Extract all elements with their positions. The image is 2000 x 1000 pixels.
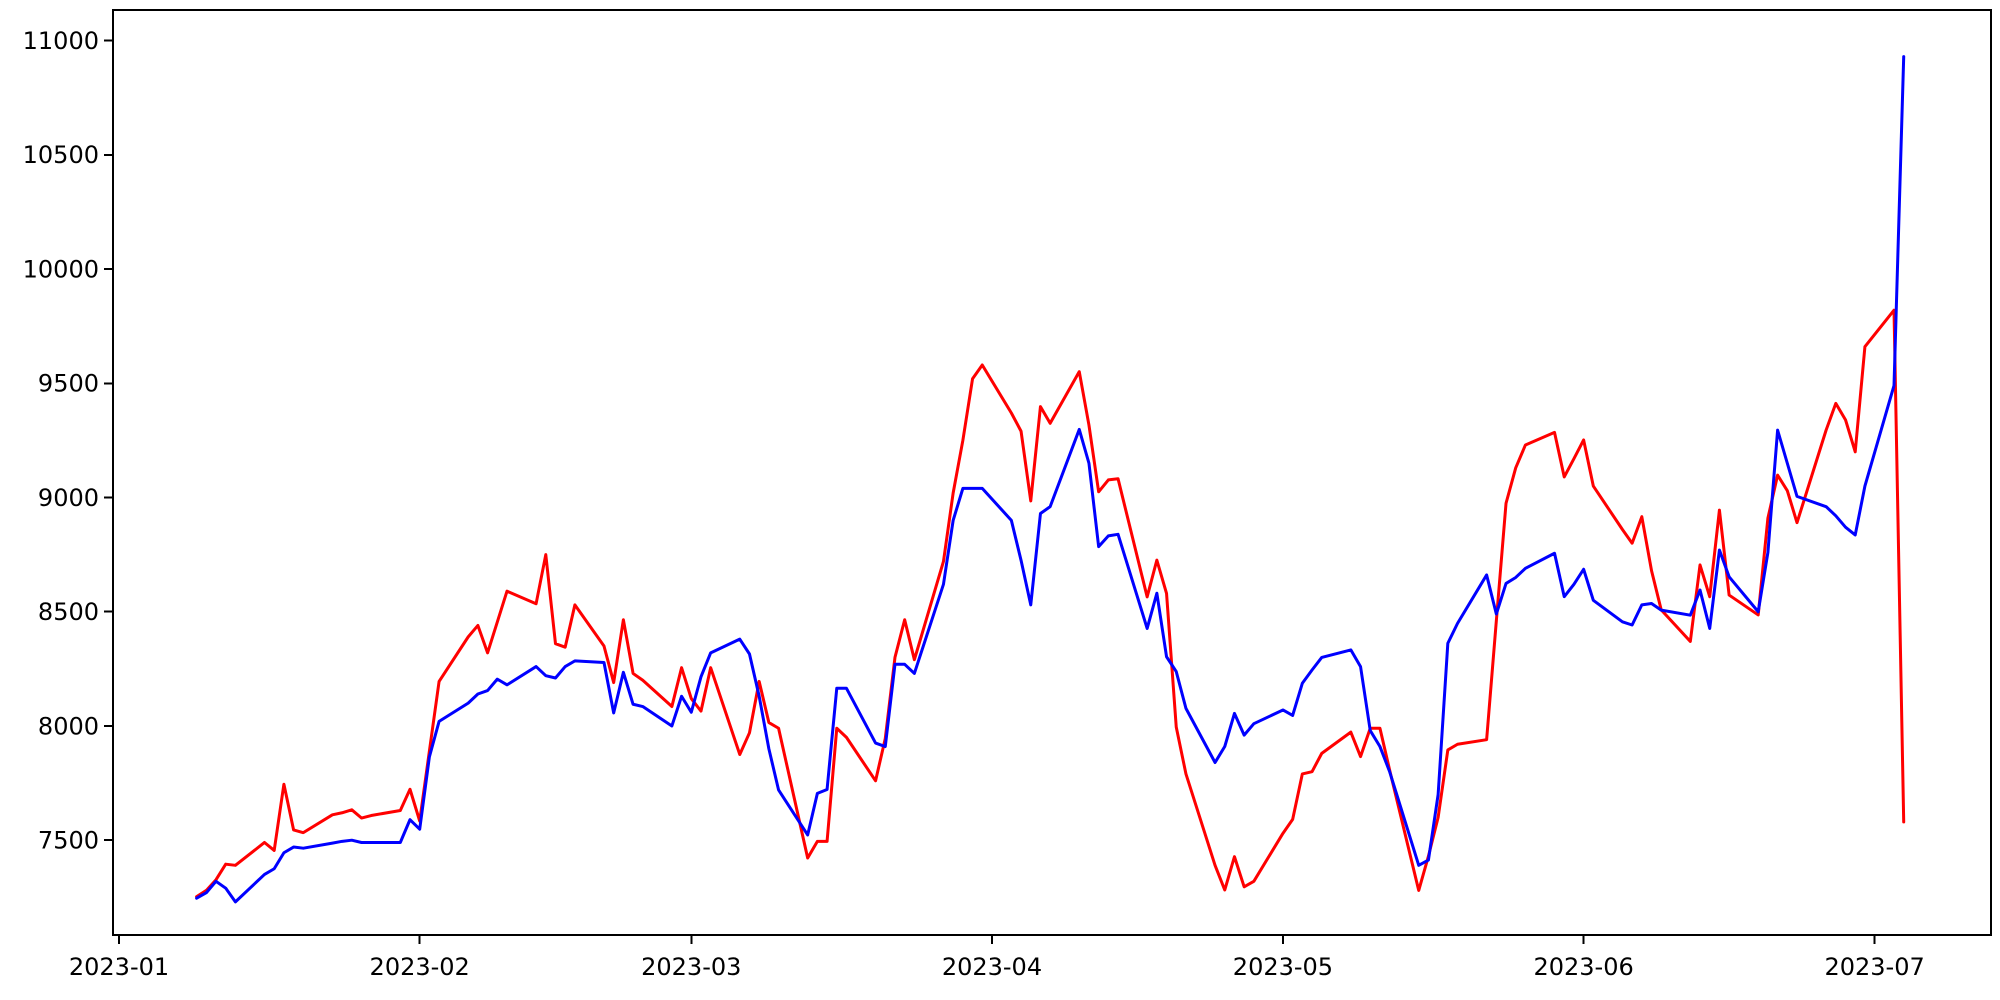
y-tick-label: 10500 [23, 141, 99, 169]
y-tick-label: 8000 [38, 712, 99, 740]
x-tick-label: 2023-02 [370, 953, 470, 981]
y-tick-label: 9000 [38, 484, 99, 512]
y-tick-label: 7500 [38, 827, 99, 855]
x-tick-label: 2023-01 [69, 953, 169, 981]
series-blue-line [195, 55, 1906, 904]
x-tick-label: 2023-06 [1533, 953, 1633, 981]
x-tick-label: 2023-05 [1233, 953, 1333, 981]
x-tick-label: 2023-04 [942, 953, 1042, 981]
y-tick-label: 10000 [23, 255, 99, 283]
x-tick-label: 2023-03 [641, 953, 741, 981]
y-tick-label: 8500 [38, 598, 99, 626]
y-tick-label: 9500 [38, 370, 99, 398]
y-tick-label: 11000 [23, 27, 99, 55]
plot-spines [112, 9, 1992, 936]
series-red-line [195, 308, 1906, 899]
x-tick-label: 2023-07 [1824, 953, 1924, 981]
